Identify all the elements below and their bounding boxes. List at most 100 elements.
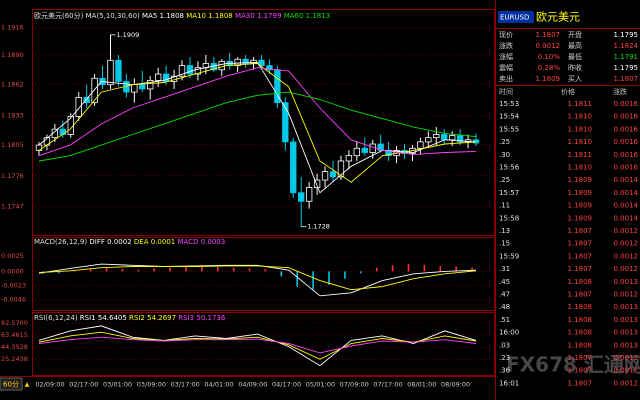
quote-label: 最低 [568,52,582,61]
watermark: FX678 汇通网 [506,353,640,377]
tick-change: 0.0016 [614,138,639,146]
tick-change: 0.0012 [614,379,639,387]
y-tick-label: 1.1862 [1,81,24,89]
candle-body [67,116,74,135]
tick-time: .31 [499,265,510,273]
panel-header: 欧元美元(60分) MA(5,10,30,60) MA5 1.1808 MA10… [34,11,330,20]
tick-change: 0.0013 [614,316,639,324]
tick-price: 1.1807 [568,367,593,375]
candle-body [321,171,329,181]
candle-body [178,65,186,77]
period-arrow[interactable]: ▲ [25,381,30,388]
x-tick-label: 03/09:00 [137,381,166,389]
legend-name: MA5 [142,12,157,20]
y-tick-label: 1.1747 [1,203,24,211]
x-tick-label: 03/17:00 [171,381,200,389]
legend-name: MA60 [284,12,304,20]
symbol-badge [498,11,534,23]
tick-change: 0.0012 [614,291,639,299]
candle-body [83,96,90,104]
x-tick-label: 04/17:00 [272,381,301,389]
tick-time: 15:57 [499,189,519,197]
legend-name: DEA [134,238,149,246]
quote-label: 涨幅 [499,52,513,61]
legend-name: RSI1 [80,314,96,322]
tick-time: 15:55 [499,125,519,133]
candle-body [154,73,162,81]
candle-body [131,84,138,93]
candle-body [305,187,313,202]
y-tick-label: 63.4615 [1,331,28,339]
tick-price: 1.1807 [568,265,593,273]
y-tick-label: 25.2438 [1,355,28,363]
ticks-header: 价格 [561,87,575,96]
tick-change: 0.0014 [614,214,639,222]
panel-header: MACD(26,12,9) DIFF 0.0002 DEA 0.0001 MAC… [34,238,225,246]
quote-label: 买入 [568,75,582,83]
quote-label: 震幅 [499,63,513,72]
x-tick-label: 04/09:00 [238,381,267,389]
quote-value: 0.28% [538,64,561,72]
tick-price: 1.1807 [568,379,593,387]
symbol: EURUSD [500,14,529,22]
quote-value: 0.0012 [536,42,561,50]
legend-value: 1.1813 [306,12,331,20]
candle-body [258,59,265,66]
indicator-line [38,265,477,291]
candle-body [353,147,361,157]
candle-body [425,137,432,143]
legend-value: 1.1808 [160,12,185,20]
tick-price: 1.1807 [568,291,593,299]
legend-value: 0.0001 [151,238,176,246]
tick-price: 1.1807 [568,354,593,362]
panel-title: 欧元美元(60分) [34,11,84,20]
candle-body [313,179,321,188]
tick-price: 1.1809 [568,214,593,222]
panel-header: RSI(6,12,24) RSI1 54.6405 RSI2 54.2697 R… [34,314,226,322]
tick-change: 0.0016 [614,125,639,133]
legend-name: RSI2 [129,314,145,322]
quote-label: 昨收 [568,63,582,72]
y-tick-label: 1.1805 [1,141,24,149]
tick-time: 16:00 [499,329,519,337]
candle-body [433,134,440,139]
tick-time: .11 [499,202,510,210]
quote-value: 1.1809 [536,75,561,83]
quote-value: 0.10% [538,53,561,61]
tick-price: 1.1807 [568,240,593,248]
candle-body [107,59,114,86]
tick-time: .36 [499,367,511,375]
tick-time: .03 [499,341,510,349]
annotation-label: 1.1728 [307,223,330,231]
indicator-line [38,263,477,297]
legend-value: 0.0003 [201,238,226,246]
tick-time: 16:01 [499,379,519,387]
candle-body [369,143,376,153]
panel-title: RSI(6,12,24) [34,314,78,322]
indicator-line [38,336,477,354]
candle-body [417,141,424,149]
tick-price: 1.1808 [568,316,593,324]
tick-price: 1.1810 [568,113,593,121]
tick-price: 1.1809 [568,176,593,184]
period-label[interactable]: 60分 [3,380,19,389]
candle-body [91,77,98,104]
ticks-header: 涨跌 [613,87,627,96]
macd-frame [32,237,495,311]
tick-change: 0.0016 [614,164,639,172]
tick-change: 0.0012 [614,252,639,260]
quote-value: 1.1795 [614,31,639,39]
quote-value: 1.1791 [614,53,639,61]
candle-body [115,59,122,82]
tick-time: .23 [499,354,510,362]
quote-value: 1.1824 [614,42,639,50]
period-button[interactable] [0,377,23,391]
tick-change: 0.0012 [614,354,639,362]
y-tick-label: 0.0025 [1,252,24,260]
candle-body [75,96,82,117]
candle-body [329,171,337,178]
symbol-name: 欧元美元 [536,11,580,24]
candle-body [290,141,297,194]
x-tick-label: 05/01:00 [306,381,335,389]
